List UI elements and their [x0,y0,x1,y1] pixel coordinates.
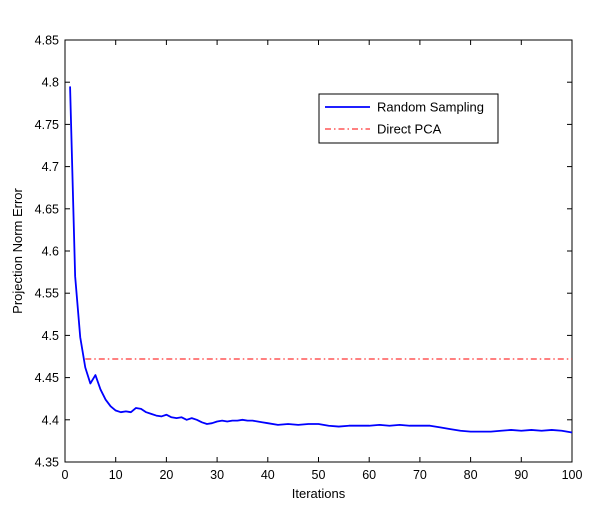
y-axis-title: Projection Norm Error [10,187,25,313]
x-tick-label: 20 [159,468,173,482]
x-tick-label: 30 [210,468,224,482]
legend-label-random-sampling: Random Sampling [377,100,484,115]
x-tick-label: 60 [362,468,376,482]
y-tick-label: 4.6 [42,245,59,259]
y-tick-label: 4.7 [42,160,59,174]
legend-box [318,93,499,144]
y-tick-label: 4.35 [35,456,59,470]
y-tick-label: 4.65 [35,202,59,216]
x-tick-label: 10 [109,468,123,482]
y-tick-label: 4.8 [42,76,59,90]
y-tick-label: 4.5 [42,329,59,343]
axis-ticks: 0 10 20 30 40 50 60 70 80 90 100 4.35 4.4 4.45 4.5 4.55… [35,34,583,483]
x-tick-label: 40 [261,468,275,482]
x-axis-title: Iterations [292,486,346,501]
y-tick-label: 4.4 [42,413,59,427]
legend: Random Sampling Direct PCA [318,93,499,144]
x-tick-label: 90 [514,468,528,482]
x-tick-label: 0 [62,468,69,482]
y-tick-label: 4.55 [35,287,59,301]
legend-label-direct-pca: Direct PCA [377,122,442,137]
x-tick-label: 100 [562,468,583,482]
series-layer [69,86,573,434]
x-tick-label: 50 [312,468,326,482]
y-tick-label: 4.85 [35,34,59,48]
x-tick-label: 80 [464,468,478,482]
series-line-random-sampling [69,86,573,434]
y-tick-label: 4.45 [35,371,59,385]
y-tick-label: 4.75 [35,118,59,132]
x-tick-label: 70 [413,468,427,482]
